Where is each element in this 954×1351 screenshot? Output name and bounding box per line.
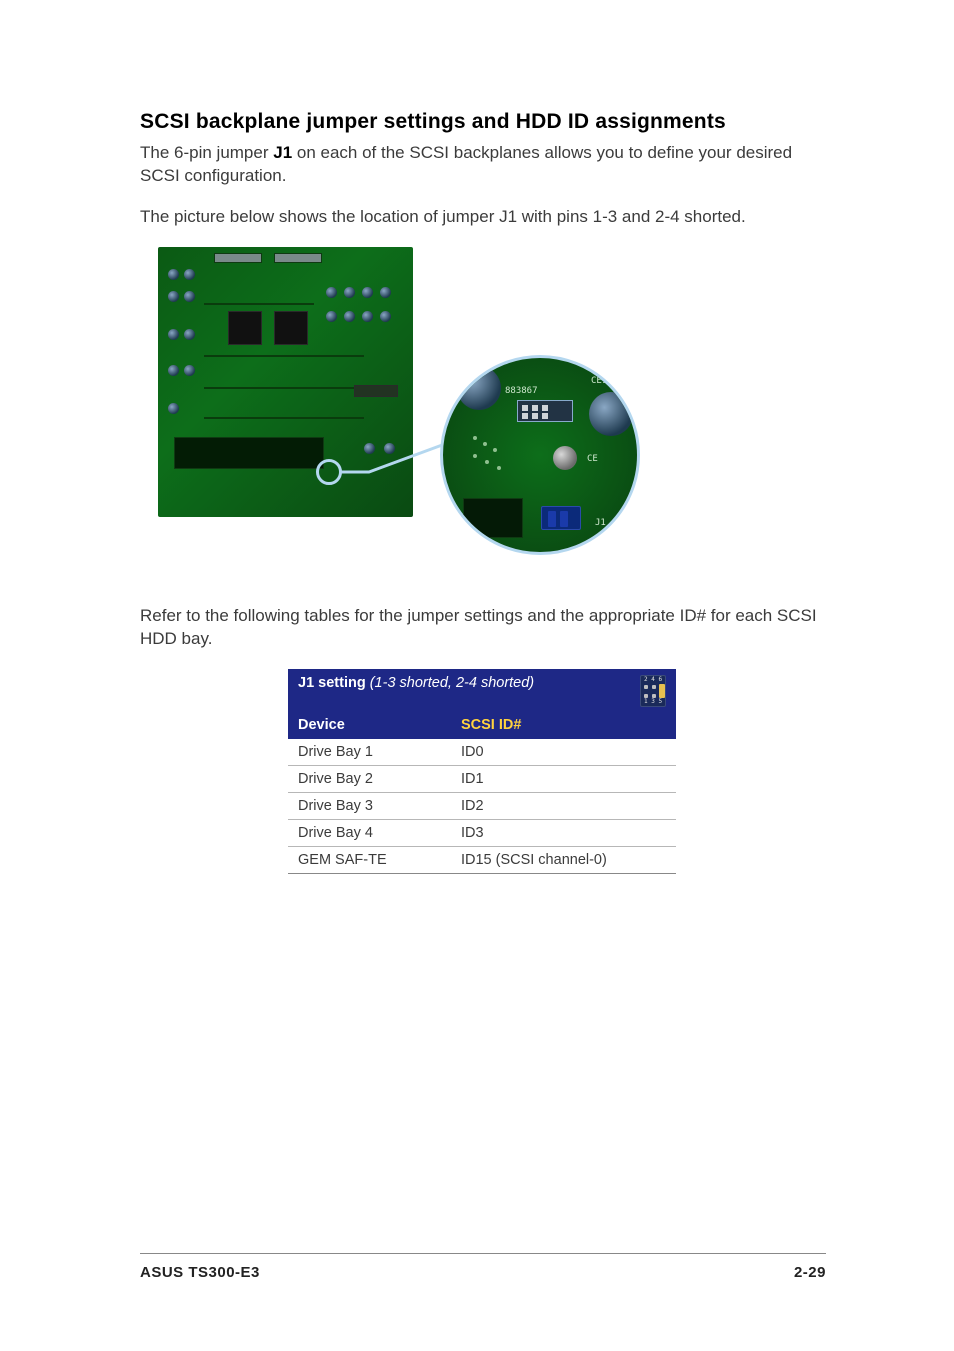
page-footer: ASUS TS300-E3 2-29 [140,1253,826,1281]
table-row: Drive Bay 1 ID0 [288,739,676,766]
paragraph-3: Refer to the following tables for the ju… [140,605,824,651]
para1-jumper-label: J1 [273,143,292,162]
cell-device: Drive Bay 2 [288,765,451,792]
footer-right: 2-29 [794,1264,826,1281]
cell-scsi: ID15 (SCSI channel-0) [451,846,676,873]
table-row: GEM SAF-TE ID15 (SCSI channel-0) [288,846,676,873]
zoom-circle: 883867 CE12 CE J1 [440,355,640,555]
table-row: Drive Bay 2 ID1 [288,765,676,792]
col-header-scsi: SCSI ID# [451,713,676,739]
cell-scsi: ID3 [451,819,676,846]
setting-note: (1-3 shorted, 2-4 shorted) [370,675,534,691]
cell-device: Drive Bay 4 [288,819,451,846]
paragraph-1: The 6-pin jumper J1 on each of the SCSI … [140,142,824,188]
callout-source-ring [316,459,342,485]
cell-scsi: ID0 [451,739,676,766]
table-header-setting: 2 4 6 1 3 5 J1 setting (1-3 shorted, 2-4… [288,669,676,713]
paragraph-2: The picture below shows the location of … [140,206,824,229]
table-row: Drive Bay 4 ID3 [288,819,676,846]
cell-device: Drive Bay 1 [288,739,451,766]
pcb-board [158,247,413,517]
cell-scsi: ID1 [451,765,676,792]
pin-bottom-labels: 1 3 5 [644,699,662,705]
cell-scsi: ID2 [451,792,676,819]
section-heading: SCSI backplane jumper settings and HDD I… [140,110,824,134]
footer-left: ASUS TS300-E3 [140,1264,260,1281]
cell-device: GEM SAF-TE [288,846,451,873]
cell-device: Drive Bay 3 [288,792,451,819]
jumper-location-figure: 883867 CE12 CE J1 [158,247,644,581]
para1-a: The 6-pin jumper [140,143,273,162]
col-header-device: Device [288,713,451,739]
pin-diagram-icon: 2 4 6 1 3 5 [640,675,666,707]
table-row: Drive Bay 3 ID2 [288,792,676,819]
setting-label: J1 setting [298,675,370,691]
jumper-table: 2 4 6 1 3 5 J1 setting (1-3 shorted, 2-4… [288,669,676,874]
pin-top-labels: 2 4 6 [644,677,662,683]
